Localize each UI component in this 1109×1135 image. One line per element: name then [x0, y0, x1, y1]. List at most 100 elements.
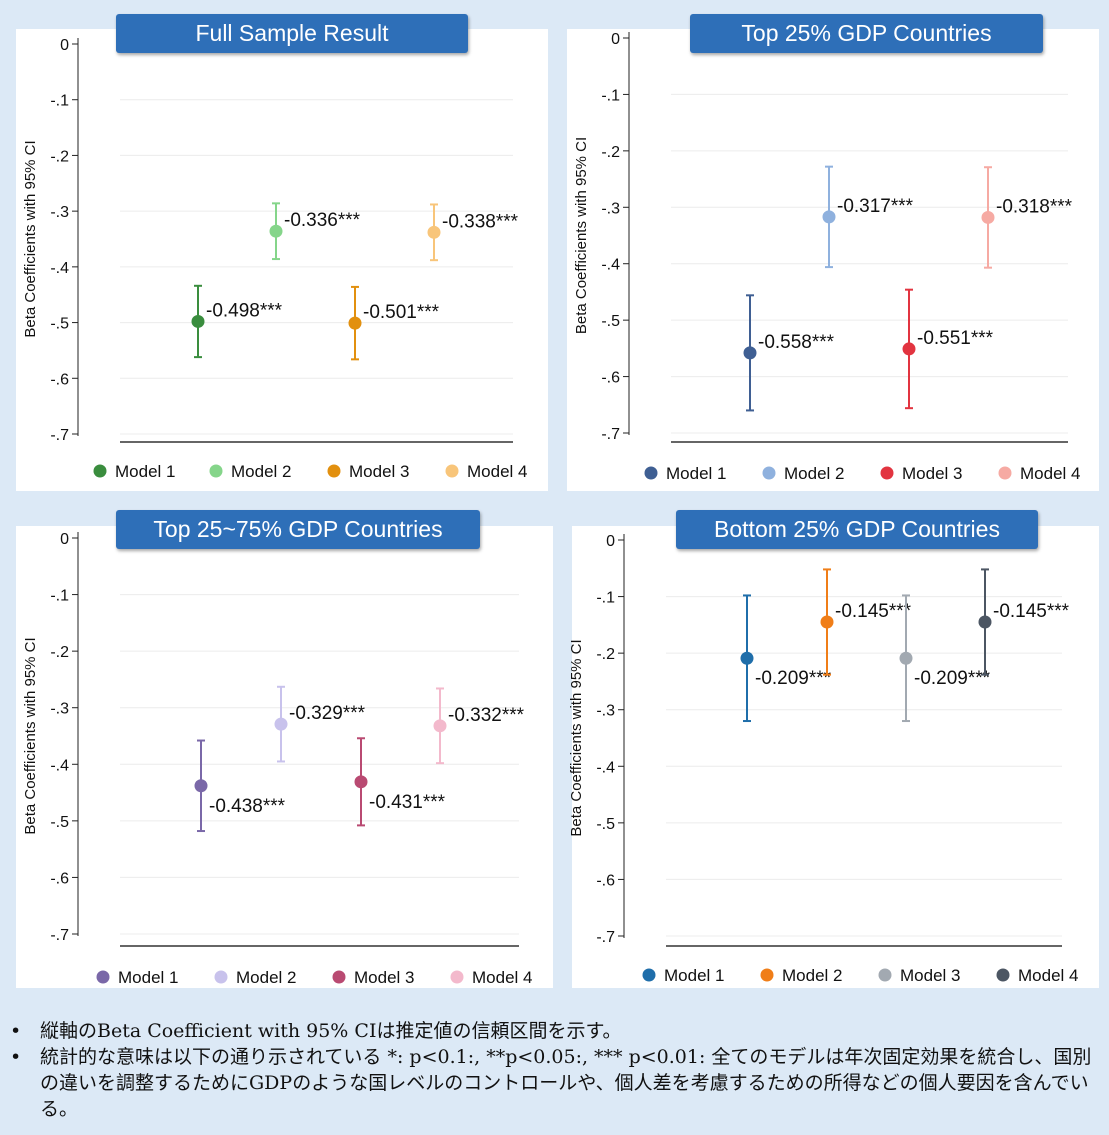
y-tick-label: -.4 [596, 759, 615, 776]
data-label-model-4: -0.318*** [996, 196, 1073, 217]
y-tick-label: -.3 [50, 701, 69, 718]
legend-marker-2 [762, 466, 776, 480]
y-tick-label: -.4 [601, 257, 620, 274]
legend-marker-1 [96, 970, 110, 984]
point-model-1 [194, 779, 208, 793]
y-tick-label: -.1 [601, 87, 620, 104]
data-label-model-2: -0.145*** [835, 601, 912, 622]
legend-marker-3 [332, 970, 346, 984]
legend-marker-2 [214, 970, 228, 984]
y-tick-label: -.2 [50, 644, 69, 661]
footnotes: • 縦軸のBeta Coefficient with 95% CIは推定値の信頼… [8, 1018, 1103, 1122]
y-tick-label: -.7 [601, 426, 620, 443]
chart-panel-top25: 0 -.1 -.2 -.3 -.4 -.5 -.6 -.7 Beta Coefficients … [567, 29, 1099, 491]
point-model-1 [743, 346, 757, 360]
legend-label-1: Model 1 [115, 462, 175, 481]
y-axis-label: Beta Coefficients with 95% CI [568, 639, 585, 836]
legend-label-4: Model 4 [467, 462, 527, 481]
legend-label-2: Model 2 [784, 464, 844, 483]
data-label-model-1: -0.498*** [206, 300, 283, 321]
chart-full-sample: 0 -.1 -.2 -.3 -.4 -.5 -.6 -.7 Beta Coefficients … [22, 37, 527, 481]
y-tick-label: -.1 [50, 588, 69, 605]
legend-marker-4 [996, 968, 1010, 982]
legend-label-3: Model 3 [354, 968, 414, 987]
legend-marker-4 [450, 970, 464, 984]
data-label-model-1: -0.438*** [209, 796, 286, 817]
y-axis-label: Beta Coefficients with 95% CI [573, 137, 590, 334]
legend-marker-4 [998, 466, 1012, 480]
y-tick-label: 0 [606, 533, 615, 550]
chart-panel-top25-75: 0 -.1 -.2 -.3 -.4 -.5 -.6 -.7 Beta Coefficients … [16, 526, 553, 988]
legend-marker-4 [445, 464, 459, 478]
bullet-icon: • [10, 1046, 22, 1068]
data-label-model-2: -0.336*** [284, 210, 361, 231]
data-label-model-3: -0.209*** [914, 668, 991, 689]
y-tick-label: -.6 [596, 872, 615, 889]
chart-top25: 0 -.1 -.2 -.3 -.4 -.5 -.6 -.7 Beta Coefficients … [573, 31, 1080, 483]
point-model-2 [274, 717, 288, 731]
point-model-2 [269, 224, 283, 238]
legend-marker-2 [760, 968, 774, 982]
point-model-3 [348, 316, 362, 330]
chart-title-bottom25: Bottom 25% GDP Countries [676, 510, 1038, 549]
point-model-3 [902, 342, 916, 356]
legend-label-2: Model 2 [231, 462, 291, 481]
point-model-4 [427, 225, 441, 239]
y-tick-label: -.2 [50, 148, 69, 165]
y-tick-label: -.5 [601, 313, 620, 330]
footnote-1: • 縦軸のBeta Coefficient with 95% CIは推定値の信頼… [8, 1018, 1103, 1044]
y-tick-label: -.4 [50, 260, 69, 277]
legend-marker-3 [327, 464, 341, 478]
y-tick-label: -.4 [50, 757, 69, 774]
footnote-text-2: 統計的な意味は以下の通り示されている *: p<0.1:, **p<0.05:,… [40, 1046, 1092, 1120]
legend-label-3: Model 3 [349, 462, 409, 481]
data-label-model-2: -0.317*** [837, 196, 914, 217]
legend-marker-2 [209, 464, 223, 478]
legend-marker-3 [878, 968, 892, 982]
y-tick-label: -.2 [596, 646, 615, 663]
data-label-model-4: -0.145*** [993, 601, 1070, 622]
legend-label-3: Model 3 [900, 966, 960, 985]
legend-label-4: Model 4 [472, 968, 532, 987]
point-model-2 [820, 615, 834, 629]
legend-label-4: Model 4 [1020, 464, 1080, 483]
legend-marker-3 [880, 466, 894, 480]
chart-panel-full-sample: 0 -.1 -.2 -.3 -.4 -.5 -.6 -.7 Beta Coefficients … [16, 29, 548, 491]
point-model-2 [822, 210, 836, 224]
legend-label-1: Model 1 [666, 464, 726, 483]
data-label-model-4: -0.338*** [442, 211, 519, 232]
data-label-model-3: -0.551*** [917, 328, 994, 349]
y-tick-label: -.1 [596, 590, 615, 607]
legend-label-2: Model 2 [236, 968, 296, 987]
y-tick-label: -.7 [50, 427, 69, 444]
y-tick-label: -.3 [50, 204, 69, 221]
legend-label-1: Model 1 [118, 968, 178, 987]
legend-label-2: Model 2 [782, 966, 842, 985]
chart-title-full-sample: Full Sample Result [116, 14, 468, 53]
chart-title-top25-75: Top 25~75% GDP Countries [116, 510, 480, 549]
y-tick-label: 0 [611, 31, 620, 48]
y-tick-label: -.3 [596, 703, 615, 720]
y-tick-label: -.1 [50, 93, 69, 110]
point-model-1 [191, 314, 205, 328]
y-axis-label: Beta Coefficients with 95% CI [22, 637, 39, 834]
legend-label-4: Model 4 [1018, 966, 1078, 985]
point-model-4 [981, 210, 995, 224]
bullet-icon: • [10, 1020, 22, 1042]
chart-bottom25: 0 -.1 -.2 -.3 -.4 -.5 -.6 -.7 Beta Coefficients … [568, 533, 1078, 985]
legend-marker-1 [644, 466, 658, 480]
y-tick-label: -.6 [50, 870, 69, 887]
y-tick-label: 0 [60, 37, 69, 54]
y-tick-label: -.3 [601, 200, 620, 217]
legend-label-1: Model 1 [664, 966, 724, 985]
chart-title-top25: Top 25% GDP Countries [690, 14, 1043, 53]
data-label-model-1: -0.558*** [758, 332, 835, 353]
footnote-text-1: 縦軸のBeta Coefficient with 95% CIは推定値の信頼区間… [40, 1020, 622, 1042]
y-tick-label: -.2 [601, 144, 620, 161]
y-tick-label: -.6 [601, 370, 620, 387]
legend-label-3: Model 3 [902, 464, 962, 483]
data-label-model-4: -0.332*** [448, 705, 525, 726]
data-label-model-3: -0.501*** [363, 302, 440, 323]
legend-marker-1 [93, 464, 107, 478]
chart-panel-bottom25: 0 -.1 -.2 -.3 -.4 -.5 -.6 -.7 Beta Coefficients … [568, 526, 1099, 988]
